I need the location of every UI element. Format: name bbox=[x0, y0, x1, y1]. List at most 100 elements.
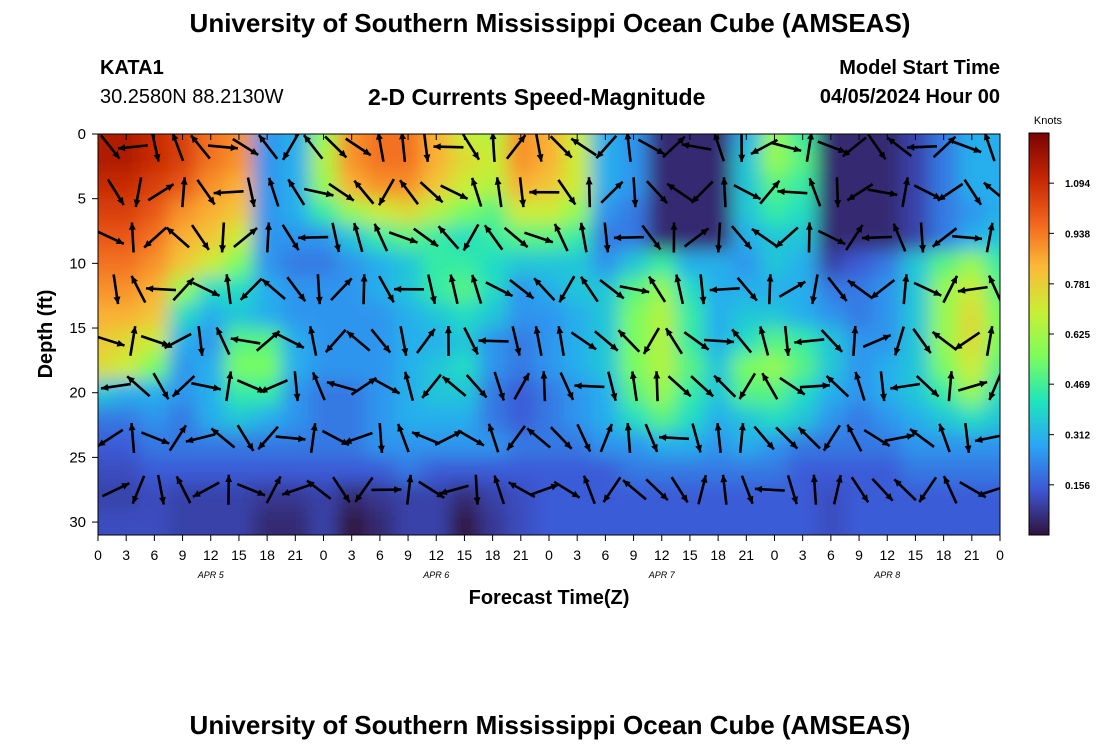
speed-cell bbox=[450, 198, 480, 226]
current-arrow bbox=[799, 382, 830, 390]
model-start-value: 04/05/2024 Hour 00 bbox=[819, 86, 1000, 108]
current-arrow bbox=[225, 474, 233, 505]
speed-cell bbox=[873, 379, 902, 407]
speed-cell bbox=[619, 146, 649, 174]
current-arrow bbox=[779, 376, 806, 396]
current-arrow bbox=[558, 275, 576, 303]
speed-cell bbox=[901, 509, 931, 535]
current-arrow bbox=[98, 428, 124, 448]
speed-cell bbox=[957, 457, 987, 484]
speed-cell bbox=[98, 328, 113, 355]
speed-cell bbox=[591, 146, 620, 174]
current-arrow bbox=[624, 134, 632, 162]
speed-cell bbox=[760, 457, 790, 484]
current-arrow bbox=[189, 134, 211, 160]
speed-cell bbox=[478, 172, 508, 200]
speed-cell bbox=[760, 302, 790, 329]
x-tick-label: 3 bbox=[348, 547, 356, 563]
current-arrow bbox=[549, 426, 573, 450]
speed-cell bbox=[422, 509, 451, 535]
speed-cell bbox=[873, 146, 902, 174]
current-arrow bbox=[225, 371, 234, 402]
x-tick-label: 21 bbox=[513, 547, 529, 563]
speed-cell bbox=[365, 302, 395, 329]
speed-cell bbox=[393, 250, 423, 277]
speed-cell bbox=[196, 509, 226, 535]
speed-cell bbox=[732, 431, 761, 458]
current-arrow bbox=[393, 285, 425, 293]
current-arrow bbox=[740, 475, 754, 505]
speed-cell bbox=[873, 172, 902, 200]
current-arrow bbox=[759, 179, 781, 205]
speed-cell bbox=[647, 509, 677, 535]
current-arrow bbox=[869, 278, 896, 300]
current-arrow bbox=[952, 140, 982, 154]
speed-cell bbox=[732, 457, 761, 484]
speed-cell bbox=[704, 198, 733, 226]
current-arrow bbox=[902, 274, 910, 305]
current-arrow bbox=[662, 135, 686, 159]
current-arrow bbox=[192, 281, 221, 297]
speed-cell bbox=[873, 134, 902, 148]
speed-cell bbox=[985, 509, 1000, 535]
current-arrow bbox=[988, 371, 1000, 401]
speed-cell bbox=[563, 198, 592, 226]
current-arrow bbox=[595, 134, 618, 160]
current-arrow bbox=[931, 330, 958, 352]
x-tick-label: 18 bbox=[485, 547, 501, 563]
speed-cell bbox=[619, 457, 649, 484]
speed-cell bbox=[309, 302, 339, 329]
current-arrow bbox=[232, 137, 259, 157]
speed-cell bbox=[534, 353, 564, 381]
speed-cell bbox=[901, 250, 931, 277]
speed-cell bbox=[393, 302, 423, 329]
current-arrow bbox=[465, 374, 488, 399]
current-arrow bbox=[143, 226, 168, 249]
speed-cell bbox=[506, 483, 536, 510]
speed-cell bbox=[563, 224, 592, 251]
current-arrow bbox=[354, 476, 374, 503]
speed-cell bbox=[873, 457, 902, 484]
current-arrow bbox=[738, 134, 746, 162]
speed-cell bbox=[224, 302, 254, 329]
current-arrow bbox=[444, 325, 452, 356]
speed-cell bbox=[844, 353, 874, 381]
speed-cell bbox=[732, 134, 761, 148]
x-tick-label: 0 bbox=[996, 547, 1004, 563]
x-tick-label: 18 bbox=[936, 547, 952, 563]
current-arrow bbox=[670, 222, 678, 253]
speed-cell bbox=[140, 405, 169, 433]
current-arrow bbox=[753, 425, 775, 451]
speed-cell bbox=[534, 198, 564, 226]
current-arrow bbox=[570, 331, 597, 351]
current-arrow bbox=[470, 177, 483, 207]
speed-cell bbox=[844, 134, 874, 148]
speed-cell bbox=[140, 250, 169, 277]
current-arrow bbox=[281, 224, 300, 251]
speed-cell bbox=[309, 250, 339, 277]
current-arrow bbox=[99, 134, 121, 160]
x-axis-label: Forecast Time(Z) bbox=[469, 587, 630, 609]
speed-cell bbox=[450, 509, 480, 535]
speed-cell bbox=[196, 457, 226, 484]
colorbar-tick-label: 0.781 bbox=[1065, 280, 1090, 291]
speed-cell bbox=[647, 405, 677, 433]
current-arrow bbox=[259, 379, 288, 394]
speed-cell bbox=[506, 250, 536, 277]
speed-cell bbox=[929, 353, 959, 381]
current-arrow bbox=[140, 431, 170, 445]
speed-cell bbox=[704, 353, 733, 381]
current-arrow bbox=[265, 222, 272, 253]
current-arrow bbox=[901, 177, 910, 208]
current-arrow bbox=[964, 422, 972, 454]
current-arrow bbox=[533, 277, 556, 302]
current-arrow bbox=[302, 134, 324, 160]
current-arrow bbox=[190, 224, 210, 251]
x-tick-label: 3 bbox=[122, 547, 130, 563]
speed-cell bbox=[478, 353, 508, 381]
current-arrow bbox=[794, 338, 825, 346]
speed-cell bbox=[619, 509, 649, 535]
speed-cell bbox=[98, 224, 113, 251]
speed-cell bbox=[732, 509, 761, 535]
current-arrow bbox=[171, 374, 196, 398]
